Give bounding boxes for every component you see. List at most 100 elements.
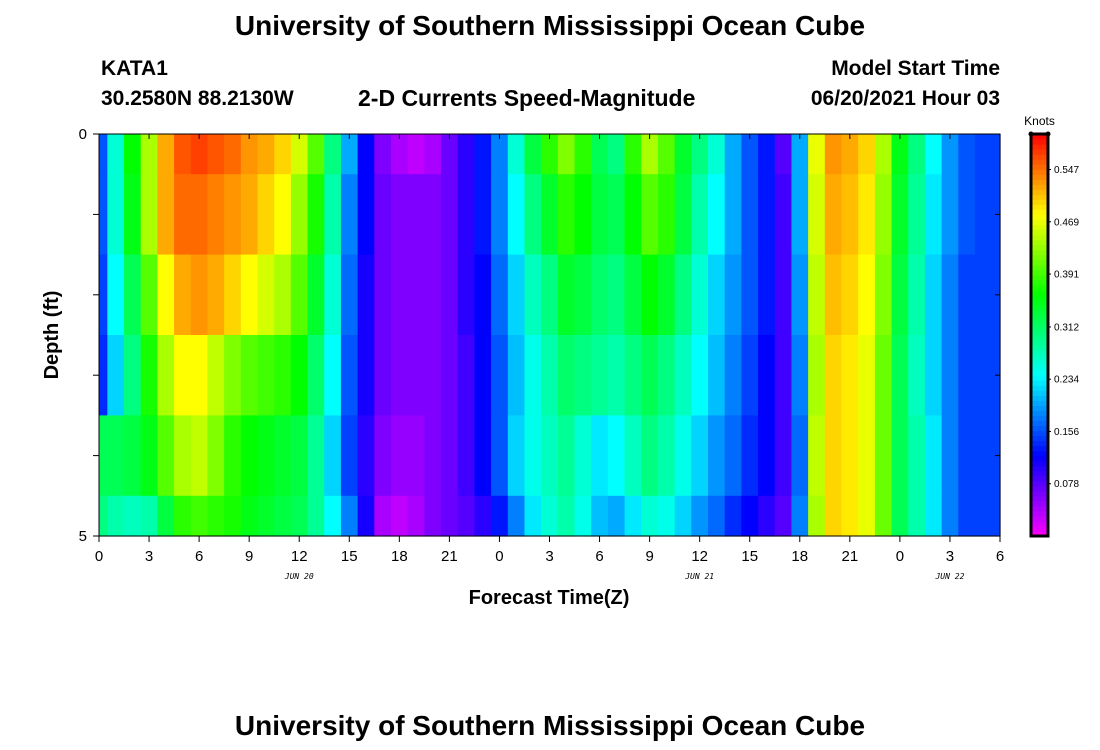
colorbar-tick-label: 0.156 [1054, 427, 1079, 438]
heatmap-cell [224, 335, 242, 416]
colorbar-swatch [1031, 144, 1048, 150]
heatmap-cell [891, 254, 909, 336]
colorbar-swatch [1031, 299, 1048, 306]
colorbar-swatch [1031, 154, 1048, 160]
heatmap-cell [858, 254, 876, 336]
x-tick-label: 18 [791, 548, 808, 565]
colorbar-swatch [1031, 335, 1048, 341]
heatmap-cell [441, 134, 459, 175]
heatmap-cell [541, 335, 559, 416]
model-start-value: 06/20/2021 Hour 03 [810, 87, 1000, 110]
heatmap-cell [674, 415, 692, 497]
colorbar: Knots 0.547 0.469 0.391 0.312 0.234 0.156 0.078 [1024, 114, 1079, 538]
heatmap-cell [124, 335, 142, 416]
heatmap-cell [657, 335, 676, 416]
heatmap-cell [324, 335, 342, 416]
colorbar-corner [1045, 131, 1051, 137]
heatmap-cell [240, 254, 259, 336]
heatmap-cell [674, 134, 692, 175]
heatmap-cell [708, 415, 726, 497]
heatmap-cell [824, 174, 843, 256]
heatmap-cell [674, 174, 692, 256]
heatmap-cell [174, 134, 192, 175]
x-tick-label: 6 [595, 548, 603, 565]
x-axis: 0 3 6 9 12 15 18 21 0 3 6 9 12 15 18 21 0 3 6 JUN 20 JUN 21 J… [95, 134, 1004, 581]
heatmap-cell [557, 174, 576, 256]
heatmap-cell [99, 134, 108, 175]
heatmap-cell [207, 174, 225, 256]
heatmap-cell [524, 254, 542, 336]
heatmap-cell [824, 254, 843, 336]
heatmap-cell [991, 134, 1001, 175]
colorbar-swatch [1031, 360, 1048, 366]
heatmap-cell [858, 174, 876, 256]
heatmap-cell [758, 415, 776, 497]
heatmap-cell [958, 134, 976, 175]
heatmap-cell [99, 495, 108, 537]
colorbar-swatch [1031, 345, 1048, 351]
colorbar-swatch [1031, 405, 1048, 411]
heatmap-cell [140, 415, 158, 497]
heatmap-cell [157, 254, 175, 336]
colorbar-swatch [1031, 520, 1048, 527]
heatmap-cell [324, 174, 342, 256]
heatmap-cell [340, 254, 359, 336]
heatmap-cell [824, 335, 843, 416]
heatmap-cell [374, 174, 392, 256]
heatmap-cell [357, 254, 375, 336]
colorbar-swatch [1031, 475, 1048, 482]
colorbar-swatch [1031, 289, 1048, 296]
heatmap-cell [691, 415, 709, 497]
heatmap-cell [140, 335, 158, 416]
colorbar-swatch [1031, 294, 1048, 301]
heatmap-cell [474, 134, 492, 175]
heatmap-cell [791, 254, 809, 336]
heatmap-cell [908, 174, 926, 256]
heatmap-cell [290, 335, 309, 416]
heatmap-cell [874, 415, 893, 497]
colorbar-swatch [1031, 279, 1048, 286]
colorbar-swatch [1031, 234, 1048, 241]
heatmap-cell [607, 335, 626, 416]
heatmap-cell [224, 174, 242, 256]
colorbar-swatch [1031, 204, 1048, 210]
heatmap-cell [207, 134, 225, 175]
y-tick-label: 5 [79, 528, 87, 545]
heatmap-cell [357, 335, 375, 416]
heatmap-cell [808, 415, 826, 497]
heatmap-cell [324, 134, 342, 175]
heatmap-cell [274, 134, 292, 175]
colorbar-swatch [1031, 485, 1048, 492]
heatmap-cell [340, 495, 359, 537]
colorbar-swatch [1031, 525, 1048, 532]
heatmap-cell [240, 174, 259, 256]
heatmap-cell [874, 254, 893, 336]
heatmap-cell [457, 495, 476, 537]
heatmap-cell [674, 495, 692, 537]
heatmap-cell [924, 415, 943, 497]
heatmap-cell [641, 134, 659, 175]
heatmap-cell [357, 415, 375, 497]
heatmap-cell [624, 174, 642, 256]
day-label: JUN 22 [934, 572, 964, 581]
heatmap-cell [374, 254, 392, 336]
colorbar-swatch [1031, 390, 1048, 396]
heatmap-cell [924, 134, 943, 175]
heatmap-cell [574, 174, 592, 256]
heatmap-cell [724, 254, 742, 336]
heatmap-cell [641, 254, 659, 336]
colorbar-swatch [1031, 455, 1048, 462]
heatmap-cell [407, 254, 425, 336]
heatmap-cell [591, 335, 609, 416]
heatmap-cell [874, 134, 893, 175]
x-tick-label: 3 [946, 548, 954, 565]
heatmap-cell [708, 174, 726, 256]
heatmap-cell [657, 415, 676, 497]
heatmap-cell [974, 415, 993, 497]
heatmap-cell [107, 495, 125, 537]
colorbar-swatch [1031, 179, 1048, 185]
heatmap-cell [824, 134, 843, 175]
heatmap-cell [474, 495, 492, 537]
heatmap-cell [407, 134, 425, 175]
heatmap-cell [841, 254, 859, 336]
